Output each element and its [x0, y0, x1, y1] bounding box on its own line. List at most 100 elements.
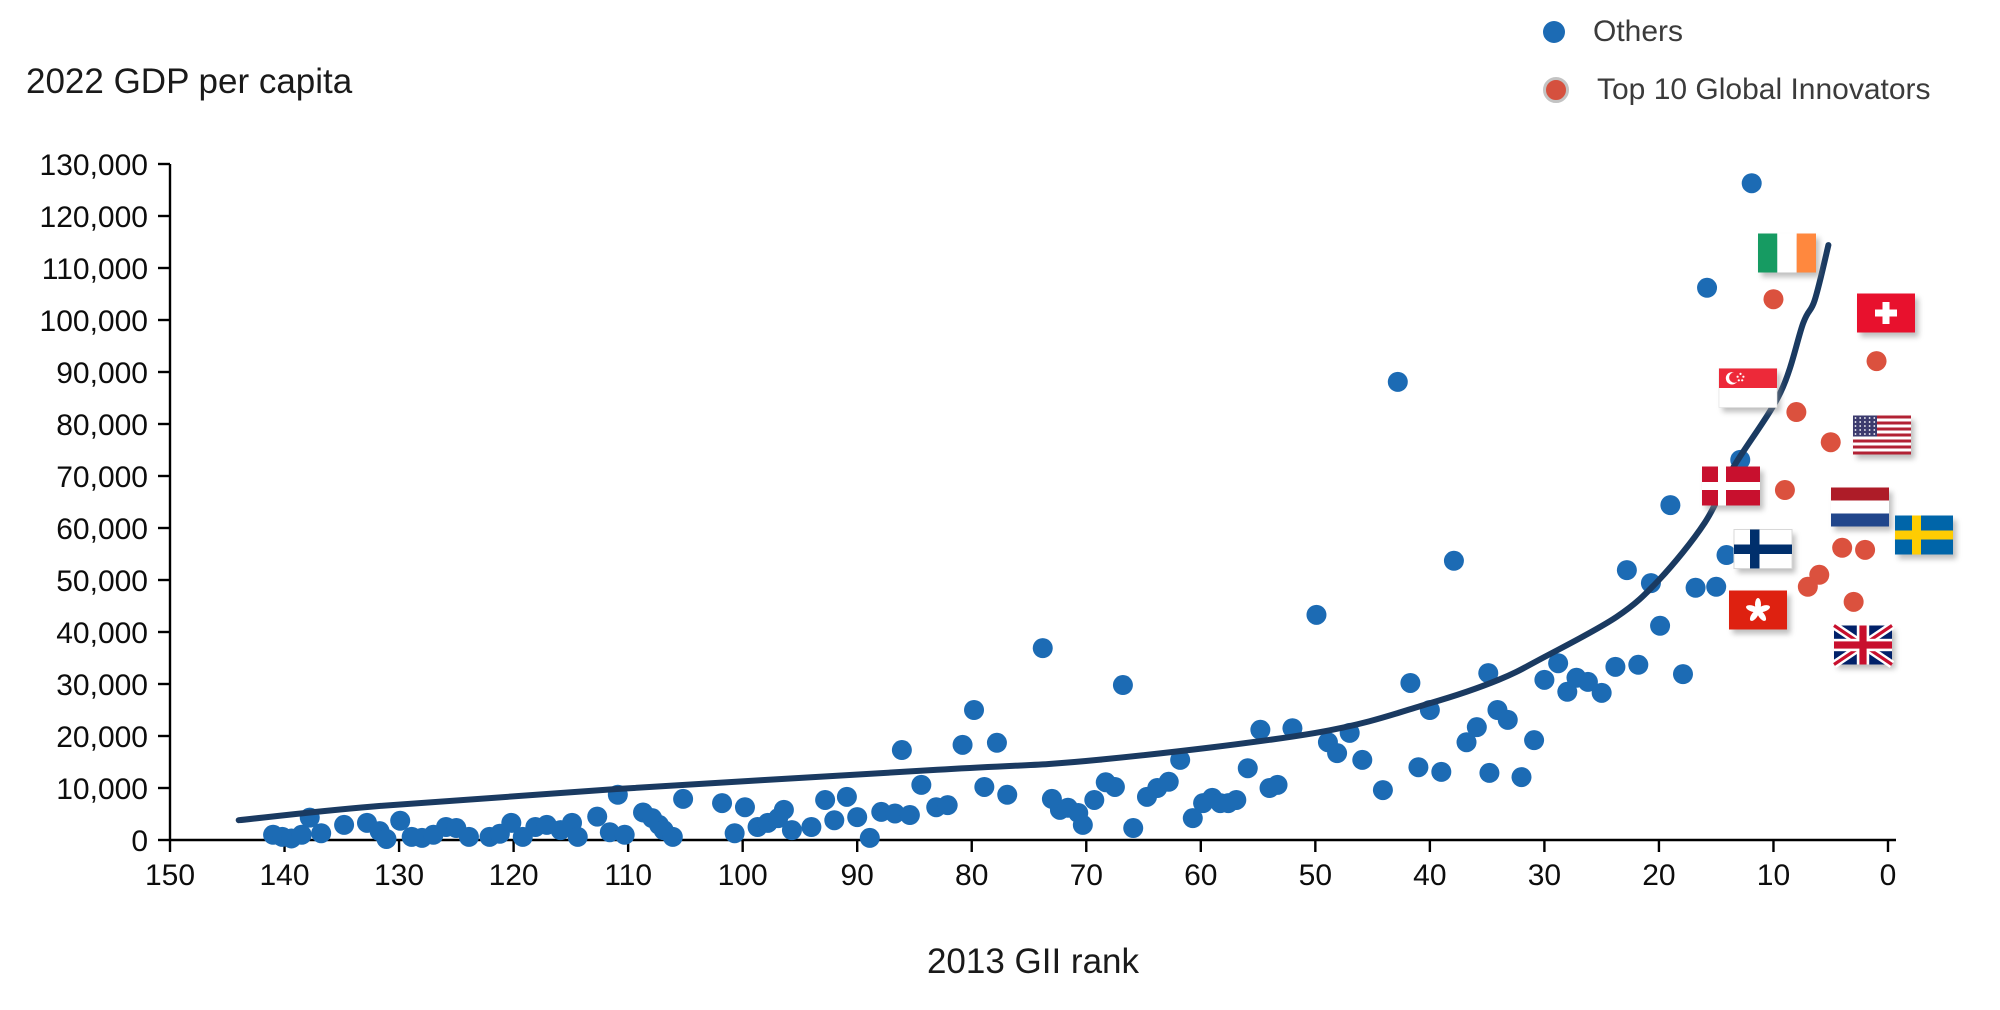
scatter-point-others: [884, 803, 905, 824]
y-tick-label: 50,000: [56, 565, 148, 598]
scatter-point-others: [1716, 545, 1737, 566]
denmark-flag-icon: [1702, 466, 1764, 510]
scatter-point-others: [1443, 550, 1464, 571]
y-tick-label: 120,000: [40, 201, 148, 234]
scatter-point-others: [724, 823, 745, 844]
scatter-point-others: [824, 810, 845, 831]
finland-flag-icon: [1733, 529, 1796, 573]
trend-line: [235, 242, 1832, 824]
x-tick-label: 50: [1299, 859, 1332, 892]
scatter-point-top10-netherlands: [1832, 537, 1853, 558]
scatter-point-top10-united-kingdom: [1843, 591, 1864, 612]
scatter-point-top10-ireland: [1763, 289, 1784, 310]
country-flags: [1702, 233, 1957, 669]
scatter-point-others: [1084, 789, 1105, 810]
scatter-point-others: [567, 826, 588, 847]
x-tick-label: 30: [1528, 859, 1561, 892]
scatter-point-others: [836, 786, 857, 807]
others-dot-icon: [1543, 21, 1565, 43]
scatter-point-others: [1706, 576, 1727, 597]
x-tick-label: 140: [260, 859, 310, 892]
y-tick-label: 40,000: [56, 617, 148, 650]
legend-item-others: Others: [1543, 10, 1931, 54]
united-states-flag-icon: [1853, 415, 1915, 459]
scatter-point-others: [1400, 672, 1421, 693]
scatter-point-others: [1032, 638, 1053, 659]
scatter-point-others: [974, 776, 995, 797]
scatter-point-others: [911, 774, 932, 795]
scatter-point-others: [781, 820, 802, 841]
x-tick-label: 60: [1184, 859, 1217, 892]
scatter-point-others: [1387, 371, 1408, 392]
scatter-point-others: [458, 826, 479, 847]
x-tick-label: 70: [1070, 859, 1103, 892]
scatter-point-others: [1104, 776, 1125, 797]
scatter-point-others: [1685, 577, 1706, 598]
scatter-point-others: [376, 828, 397, 849]
x-tick-label: 130: [374, 859, 424, 892]
y-tick-label: 100,000: [40, 305, 148, 338]
scatter-point-others: [587, 806, 608, 827]
scatter-point-others: [859, 827, 880, 848]
scatter-point-others: [1497, 709, 1518, 730]
scatter-point-top10-hong-kong: [1797, 576, 1818, 597]
scatter-point-others: [1072, 814, 1093, 835]
y-tick-label: 90,000: [56, 357, 148, 390]
scatter-point-others: [614, 824, 635, 845]
scatter-point-others: [1123, 818, 1144, 839]
y-tick-label: 110,000: [42, 253, 148, 286]
scatter-point-others: [712, 793, 733, 814]
x-tick-label: 100: [718, 859, 768, 892]
scatter-point-others: [1170, 749, 1191, 770]
legend-label-others: Others: [1593, 15, 1684, 48]
y-tick-label: 70,000: [56, 461, 148, 494]
scatter-point-others: [1267, 774, 1288, 795]
trend-curve: [235, 242, 1832, 824]
scatter-point-others: [1548, 653, 1569, 674]
scatter-point-others: [390, 810, 411, 831]
hong-kong-flag-icon: [1729, 590, 1791, 634]
data-points: [263, 173, 1887, 849]
scatter-point-others: [1158, 771, 1179, 792]
scatter-point-others: [311, 823, 332, 844]
scatter-point-others: [1605, 656, 1626, 677]
chart-title: 2022 GDP per capita: [26, 62, 353, 101]
scatter-point-others: [937, 795, 958, 816]
scatter-point-others: [734, 797, 755, 818]
scatter-point-others: [1372, 780, 1393, 801]
scatter-point-others: [1628, 654, 1649, 675]
x-tick-label: 90: [841, 859, 874, 892]
switzerland-flag-icon: [1857, 293, 1919, 337]
ireland-flag-icon: [1758, 233, 1820, 277]
scatter-point-others: [1112, 675, 1133, 696]
legend: Others Top 10 Global Innovators: [1543, 10, 1931, 126]
scatter-point-others: [899, 805, 920, 826]
x-axis-title: 2013 GII rank: [926, 942, 1140, 981]
scatter-point-others: [1640, 573, 1661, 594]
scatter-point-others: [1660, 495, 1681, 516]
scatter-point-others: [662, 826, 683, 847]
scatter-point-others: [1741, 173, 1762, 194]
scatter-point-others: [1650, 615, 1671, 636]
scatter-point-others: [1478, 663, 1499, 684]
y-tick-label: 0: [131, 825, 148, 858]
scatter-point-top10-singapore: [1786, 402, 1807, 423]
scatter-point-top10-denmark: [1774, 480, 1795, 501]
scatter-point-others: [952, 734, 973, 755]
scatter-point-others: [891, 740, 912, 761]
sweden-flag-icon: [1895, 515, 1957, 559]
scatter-point-others: [815, 789, 836, 810]
united-kingdom-flag-icon: [1831, 622, 1896, 669]
axes: 0 10,000 20,000 30,000 40,000 50,000 60,000 70,…: [40, 149, 1897, 892]
legend-label-top10: Top 10 Global Innovators: [1597, 73, 1931, 106]
x-tick-label: 150: [145, 859, 195, 892]
y-tick-label: 10,000: [56, 773, 148, 806]
scatter-point-others: [847, 807, 868, 828]
scatter-point-others: [773, 799, 794, 820]
scatter-point-others: [673, 788, 694, 809]
scatter-point-others: [1456, 732, 1477, 753]
scatter-point-others: [1327, 743, 1348, 764]
singapore-flag-icon: [1718, 368, 1781, 412]
scatter-point-others: [997, 784, 1018, 805]
